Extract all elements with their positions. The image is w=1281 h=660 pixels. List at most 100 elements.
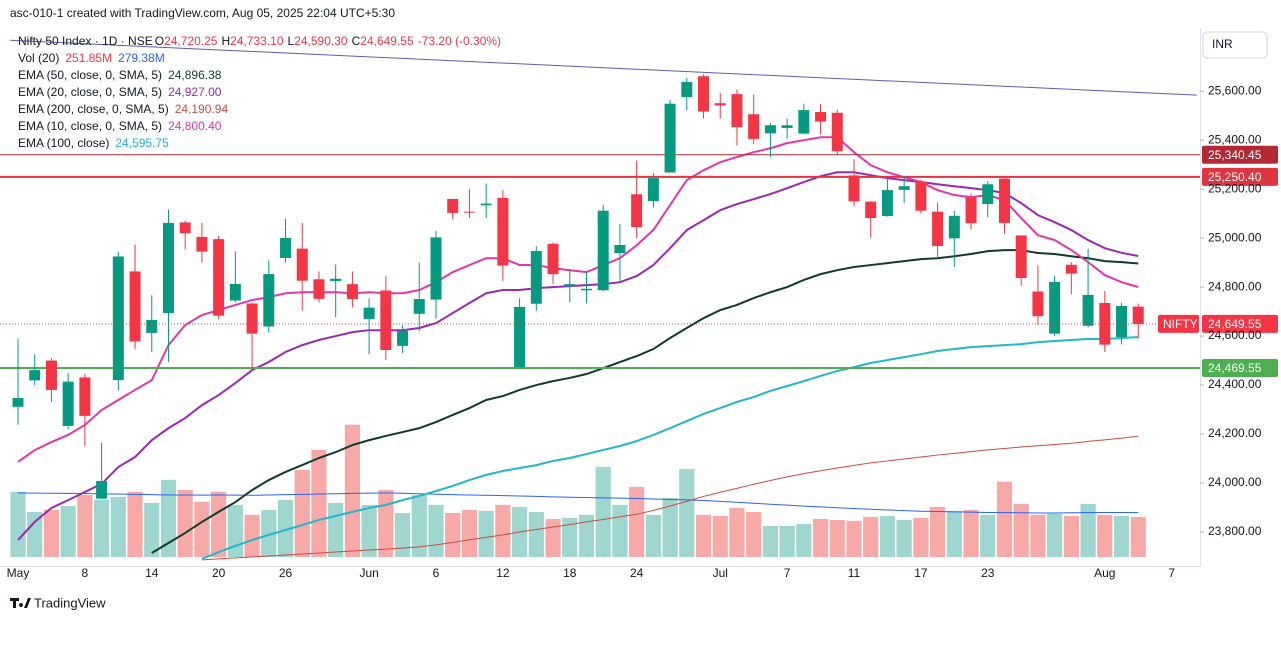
volume-bar <box>645 514 661 557</box>
candle-body <box>413 299 425 314</box>
currency-box[interactable] <box>1202 31 1268 59</box>
volume-bar <box>244 514 260 557</box>
trend-line <box>9 39 1197 96</box>
candle-body <box>948 215 960 239</box>
candle-body <box>263 274 275 327</box>
y-tick-label: 25,400.00 <box>1208 132 1262 146</box>
volume-bar <box>1113 515 1130 557</box>
candle-body <box>865 201 877 219</box>
volume-bar <box>528 512 544 557</box>
candle-body <box>597 210 609 291</box>
candle-body <box>480 203 492 206</box>
ohlc-value: 24,590.30 <box>294 34 348 48</box>
candle-body <box>463 211 475 213</box>
volume-bar <box>879 515 896 557</box>
candle-body <box>330 278 342 281</box>
candle-body <box>1015 235 1027 279</box>
ohlc-key: C <box>352 34 361 48</box>
volume-bar <box>545 518 561 557</box>
ohlc-key: H <box>221 34 230 48</box>
candle-body <box>848 175 860 202</box>
volume-bar <box>110 496 126 557</box>
indicator-name: EMA (10, close, 0, SMA, 5) <box>18 119 162 133</box>
indicator-value: 251.85M <box>65 51 112 65</box>
ohlc-key: O <box>155 34 164 48</box>
ema-line <box>201 435 1139 561</box>
volume-bar <box>94 499 110 557</box>
ohlc-value: 24,733.10 <box>230 34 284 48</box>
candle-body <box>112 256 124 381</box>
indicator-name: Vol (20) <box>18 51 59 65</box>
indicator-value: 24,896.38 <box>168 68 222 82</box>
volume-bar <box>311 449 327 557</box>
brand: TradingView <box>34 595 106 610</box>
candle-body <box>731 94 743 128</box>
candle-body <box>831 112 843 152</box>
logo-icon <box>10 598 31 608</box>
volume-bar <box>227 504 243 557</box>
volume-bar <box>428 504 444 557</box>
volume-bar <box>177 489 193 557</box>
candle-body <box>698 76 710 112</box>
candle-body <box>881 190 893 217</box>
watermark: asc-010-1 created with TradingView.com, … <box>10 6 395 20</box>
candle-body <box>246 303 258 334</box>
volume-bar <box>60 505 76 557</box>
volume-bar <box>578 514 595 557</box>
candle-body <box>631 194 643 228</box>
symbol-legend: Nifty 50 Index · 1D · NSE O24,720.25 H24,7… <box>18 34 501 48</box>
volume-bar <box>344 424 360 557</box>
volume-bar <box>1097 514 1113 557</box>
volume-bar <box>863 516 879 557</box>
symbol: Nifty 50 Index · 1D · NSE <box>18 34 153 48</box>
x-tick-label: 26 <box>279 566 293 580</box>
indicator-value: 279.38M <box>118 51 165 65</box>
volume-bar <box>729 507 745 557</box>
y-tick-label: 25,000.00 <box>1208 230 1262 244</box>
ema-line <box>201 336 1139 560</box>
ema-line <box>151 249 1139 554</box>
candle-body <box>129 271 141 342</box>
candle-body <box>1049 281 1061 334</box>
volume-bar <box>127 491 143 557</box>
candle-body <box>1116 305 1128 338</box>
symbol-tag-box <box>1158 314 1199 333</box>
volume-bar <box>1080 503 1096 557</box>
ema-legend: EMA (10, close, 0, SMA, 5) 24,800.40 <box>18 119 222 133</box>
volume-bar <box>361 504 377 557</box>
volume-bar <box>812 518 829 557</box>
current-price-tag: NIFTY 24,649.55 <box>1158 314 1278 333</box>
candle-body <box>280 237 292 258</box>
candle-body <box>196 236 208 252</box>
candle-body <box>1032 291 1044 317</box>
x-tick-label: Jun <box>359 566 378 580</box>
x-tick-label: 11 <box>848 566 861 580</box>
overlay: 25,340.45 25,250.40 24,469.55 NIFTY 24,649.5… <box>18 34 1278 378</box>
candle-body <box>447 198 459 213</box>
indicator-name: EMA (100, close) <box>18 136 109 150</box>
volume-bar <box>1030 514 1046 557</box>
candle-body <box>1132 306 1144 324</box>
candle-body <box>815 112 827 122</box>
price-tag: 25,250.40 <box>1202 167 1278 186</box>
candle-body <box>12 398 24 407</box>
volume-ma-line <box>17 492 1139 514</box>
brand-logo: TradingView <box>10 595 106 610</box>
volume-bar <box>562 517 578 557</box>
price-tag-box <box>1202 314 1278 333</box>
candle-body <box>296 248 308 281</box>
plot-area <box>0 39 1200 561</box>
x-tick-label: 23 <box>981 566 995 580</box>
volume-bar <box>1013 503 1029 557</box>
volume-bar <box>980 514 996 557</box>
indicator-value: 24,190.94 <box>175 102 229 116</box>
ohlc-value: 24,649.55 <box>360 34 414 48</box>
volume-bar <box>77 494 93 557</box>
ema-line <box>17 136 1139 463</box>
y-tick-label: 24,800.00 <box>1208 279 1262 293</box>
indicator-name: EMA (50, close, 0, SMA, 5) <box>18 68 162 82</box>
candle-body <box>1065 264 1077 274</box>
candle-body <box>96 481 108 499</box>
volume-bar <box>762 525 778 557</box>
